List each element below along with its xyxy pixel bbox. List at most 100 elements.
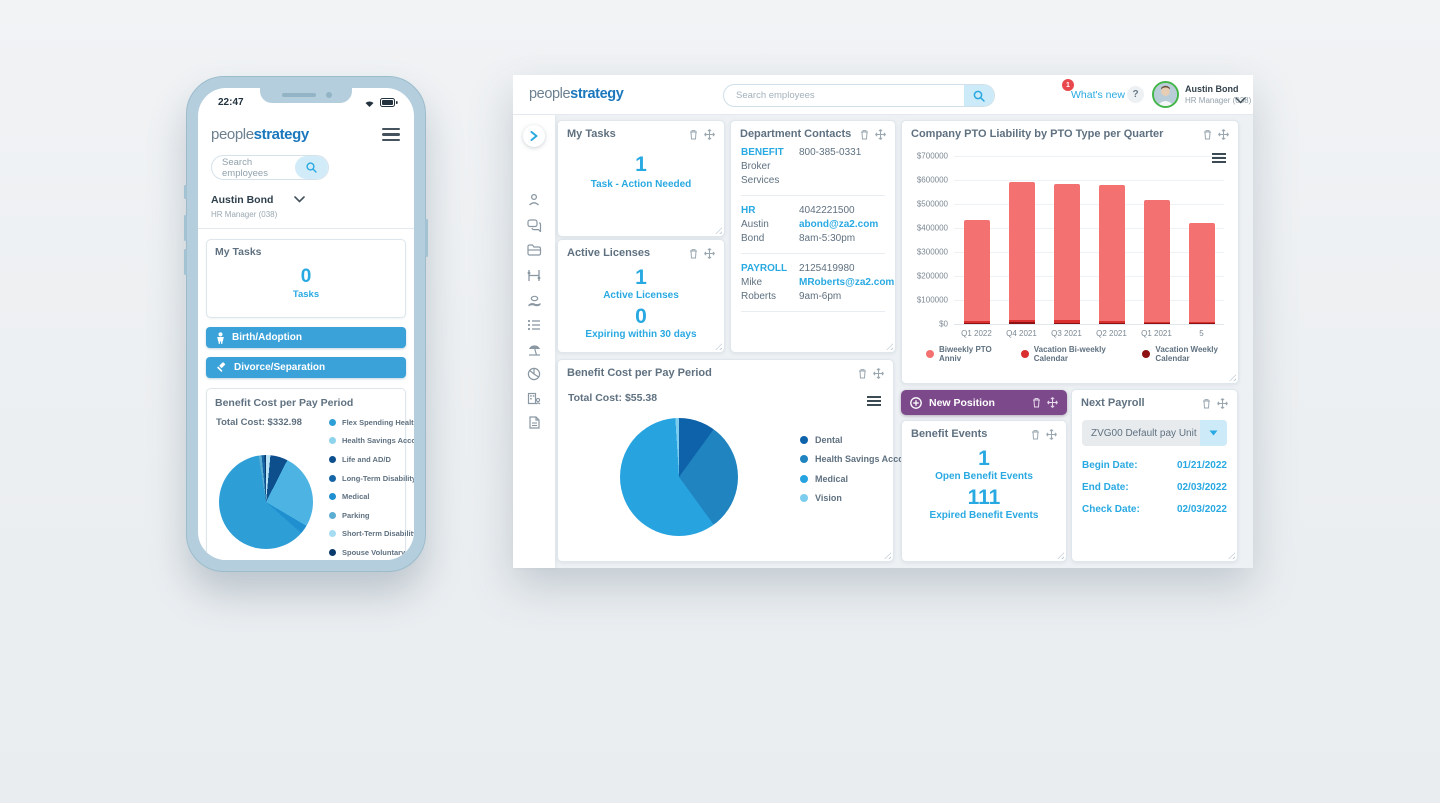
sidebar-item-task-list[interactable] bbox=[513, 315, 555, 335]
employee-search-input[interactable]: Search employees bbox=[723, 84, 995, 107]
x-axis-tick-label: Q1 2021 bbox=[1141, 329, 1172, 338]
legend-dot bbox=[1142, 350, 1151, 358]
move-icon[interactable] bbox=[1047, 397, 1058, 408]
dropdown-caret-button[interactable] bbox=[1200, 420, 1227, 446]
move-icon[interactable] bbox=[1217, 397, 1228, 409]
open-benefit-events-link[interactable]: Open Benefit Events bbox=[935, 471, 1033, 482]
sidebar-item-payroll[interactable] bbox=[513, 291, 555, 311]
sidebar-expand-button[interactable] bbox=[523, 125, 545, 147]
bar-segment bbox=[1143, 199, 1170, 322]
sidebar-item-employee[interactable] bbox=[513, 190, 555, 210]
stacked-bar[interactable] bbox=[963, 220, 990, 324]
sidebar-item-org-settings[interactable] bbox=[513, 265, 555, 285]
bar-segment bbox=[1188, 323, 1215, 324]
whats-new-link[interactable]: What's new bbox=[1071, 89, 1125, 101]
y-axis-tick-label: $0 bbox=[939, 319, 948, 329]
trash-icon[interactable] bbox=[1203, 129, 1212, 140]
bar-segment bbox=[1098, 322, 1125, 324]
trash-icon[interactable] bbox=[1031, 429, 1040, 440]
gavel-icon bbox=[217, 362, 226, 372]
sidebar-item-company[interactable] bbox=[513, 388, 555, 408]
trash-icon[interactable] bbox=[858, 368, 867, 379]
phone-power-button bbox=[425, 219, 428, 257]
search-button[interactable] bbox=[964, 85, 994, 106]
avatar[interactable] bbox=[1152, 81, 1179, 108]
phone-search-input[interactable]: Search employees bbox=[211, 155, 329, 180]
sidebar-item-reports[interactable] bbox=[513, 364, 555, 384]
legend-item: Parking bbox=[329, 506, 414, 525]
legend-dot bbox=[329, 455, 336, 463]
legend-item[interactable]: Vacation Weekly Calendar bbox=[1142, 345, 1238, 363]
y-axis-tick-label: $100000 bbox=[916, 295, 948, 305]
search-icon bbox=[306, 162, 317, 173]
trash-icon[interactable] bbox=[1032, 397, 1041, 408]
trash-icon[interactable] bbox=[1202, 398, 1211, 409]
expiring-link[interactable]: Expiring within 30 days bbox=[585, 329, 697, 340]
y-axis-tick-label: $500000 bbox=[916, 199, 948, 209]
legend-dot bbox=[1020, 350, 1029, 358]
move-icon[interactable] bbox=[704, 128, 715, 140]
legend-item[interactable]: Medical bbox=[800, 469, 918, 489]
expired-benefit-events-count: 111 bbox=[967, 486, 1001, 509]
user-menu-chevron-icon[interactable] bbox=[1235, 91, 1246, 109]
trash-icon[interactable] bbox=[689, 248, 698, 259]
legend-item: Life and AD/D bbox=[329, 450, 414, 469]
legend-item[interactable]: Vision bbox=[800, 489, 918, 509]
divorce-separation-label: Divorce/Separation bbox=[234, 362, 326, 373]
legend-dot bbox=[329, 474, 336, 482]
sidebar-item-time-off[interactable] bbox=[513, 339, 555, 359]
legend-dot bbox=[329, 437, 336, 445]
move-icon[interactable] bbox=[873, 367, 884, 379]
pto-legend: Biweekly PTO Anniv Vacation Bi-weekly Ca… bbox=[926, 345, 1238, 363]
stacked-bar[interactable] bbox=[1143, 199, 1170, 324]
divorce-separation-button[interactable]: Divorce/Separation bbox=[206, 357, 406, 378]
chart-menu-icon[interactable] bbox=[1212, 153, 1226, 163]
phone-status-icons bbox=[363, 98, 398, 108]
move-icon[interactable] bbox=[1218, 128, 1229, 140]
sidebar-item-documents[interactable] bbox=[513, 240, 555, 260]
bar-segment bbox=[1008, 322, 1035, 324]
sidebar-nav bbox=[513, 115, 555, 568]
birth-adoption-label: Birth/Adoption bbox=[232, 332, 302, 343]
header-user-name: Austin Bond bbox=[1185, 84, 1239, 94]
phone-logo: peoplestrategy bbox=[211, 126, 309, 143]
stacked-bar[interactable] bbox=[1008, 182, 1035, 324]
benefit-pie-legend: Dental Health Savings Account Medical Vi… bbox=[800, 430, 918, 508]
birth-adoption-button[interactable]: Birth/Adoption bbox=[206, 327, 406, 348]
header-user-info[interactable]: Austin Bond HR Manager (038) bbox=[1185, 84, 1251, 105]
phone-search-button[interactable] bbox=[295, 156, 328, 179]
chart-menu-icon[interactable] bbox=[867, 396, 881, 406]
legend-dot bbox=[926, 350, 934, 358]
legend-item[interactable]: Health Savings Account bbox=[800, 450, 918, 470]
move-icon[interactable] bbox=[875, 128, 886, 140]
expired-benefit-events-link[interactable]: Expired Benefit Events bbox=[929, 510, 1039, 521]
help-button[interactable]: ? bbox=[1127, 86, 1144, 103]
battery-icon bbox=[380, 98, 398, 107]
phone-user-switcher[interactable]: Austin Bond HR Manager (038) bbox=[198, 180, 414, 219]
sidebar-item-forms[interactable] bbox=[513, 412, 555, 432]
phone-benefit-pie-chart[interactable] bbox=[219, 455, 313, 549]
phone-tasks-label[interactable]: Tasks bbox=[292, 289, 320, 300]
move-icon[interactable] bbox=[704, 247, 715, 259]
legend-item: Spouse Voluntary Life bbox=[329, 543, 414, 560]
stacked-bar[interactable] bbox=[1053, 183, 1080, 324]
tasks-action-link[interactable]: Task - Action Needed bbox=[590, 179, 692, 190]
pay-unit-dropdown[interactable]: ZVG00 Default pay Unit bbox=[1082, 420, 1227, 446]
stacked-bar[interactable] bbox=[1098, 185, 1125, 324]
trash-icon[interactable] bbox=[860, 129, 869, 140]
trash-icon[interactable] bbox=[689, 129, 698, 140]
hamburger-menu-icon[interactable] bbox=[382, 128, 400, 141]
move-icon[interactable] bbox=[1046, 428, 1057, 440]
stacked-bar[interactable] bbox=[1188, 223, 1215, 324]
active-licenses-count: 1 bbox=[635, 266, 647, 289]
legend-item[interactable]: Biweekly PTO Anniv bbox=[926, 345, 1003, 363]
y-axis-tick-label: $700000 bbox=[916, 151, 948, 161]
phone-user-name: Austin Bond bbox=[211, 194, 274, 206]
benefit-pie-chart[interactable] bbox=[620, 418, 738, 536]
new-position-button[interactable]: New Position bbox=[901, 390, 1067, 415]
chevron-down-icon[interactable] bbox=[294, 190, 305, 208]
legend-item[interactable]: Vacation Bi-weekly Calendar bbox=[1020, 345, 1125, 363]
active-licenses-link[interactable]: Active Licenses bbox=[603, 290, 679, 301]
sidebar-item-messages[interactable] bbox=[513, 215, 555, 235]
legend-item[interactable]: Dental bbox=[800, 430, 918, 450]
